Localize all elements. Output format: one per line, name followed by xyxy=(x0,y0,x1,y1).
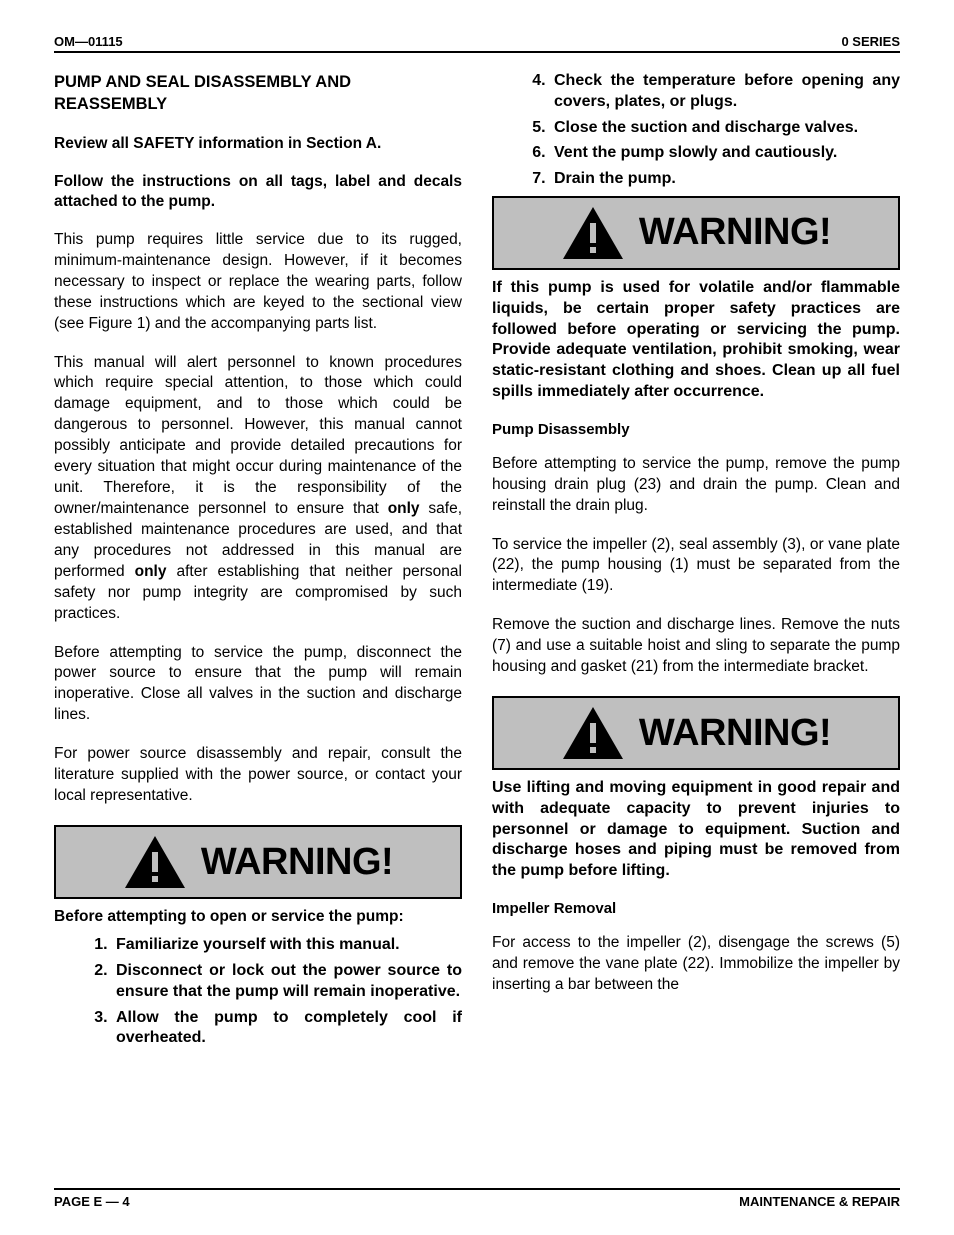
tag-instruction-note: Follow the instructions on all tags, lab… xyxy=(54,172,462,212)
warning-triangle-icon xyxy=(561,705,625,761)
paragraph: This pump requires little service due to… xyxy=(54,230,462,335)
paragraph: For access to the impeller (2), disengag… xyxy=(492,933,900,996)
list-item: Close the suction and discharge valves. xyxy=(550,118,900,139)
paragraph: Before attempting to service the pump, d… xyxy=(54,643,462,727)
warning-body: If this pump is used for volatile and/or… xyxy=(492,278,900,403)
service-steps-list: Familiarize yourself with this manual. D… xyxy=(92,935,462,1049)
warning-label: WARNING! xyxy=(639,712,831,755)
paragraph: Remove the suction and discharge lines. … xyxy=(492,615,900,678)
list-item: Familiarize yourself with this manual. xyxy=(112,935,462,956)
paragraph: This manual will alert personnel to know… xyxy=(54,353,462,625)
subheading: Impeller Removal xyxy=(492,900,900,917)
header-left: OM—01115 xyxy=(54,34,123,49)
warning-triangle-icon xyxy=(123,834,187,890)
warning-callout: WARNING! xyxy=(492,696,900,770)
warning-label: WARNING! xyxy=(201,841,393,884)
subheading: Pump Disassembly xyxy=(492,421,900,438)
list-item: Drain the pump. xyxy=(550,169,900,190)
paragraph: Before attempting to service the pump, r… xyxy=(492,454,900,517)
list-item: Check the temperature before opening any… xyxy=(550,71,900,113)
paragraph: For power source disassembly and repair,… xyxy=(54,744,462,807)
footer-left: PAGE E — 4 xyxy=(54,1194,130,1209)
warning-body: Use lifting and moving equipment in good… xyxy=(492,778,900,882)
paragraph: To service the impeller (2), seal assemb… xyxy=(492,535,900,598)
safety-review-note: Review all SAFETY information in Section… xyxy=(54,134,462,154)
warning-label: WARNING! xyxy=(639,211,831,254)
left-column: PUMP AND SEAL DISASSEMBLY AND REASSEMBLY… xyxy=(54,71,462,1163)
before-service-heading: Before attempting to open or service the… xyxy=(54,907,462,927)
warning-triangle-icon xyxy=(561,205,625,261)
warning-callout: WARNING! xyxy=(492,196,900,270)
service-steps-list-cont: Check the temperature before opening any… xyxy=(530,71,900,190)
page-header: OM—01115 0 SERIES xyxy=(54,34,900,53)
list-item: Disconnect or lock out the power source … xyxy=(112,961,462,1003)
list-item: Allow the pump to completely cool if ove… xyxy=(112,1008,462,1050)
warning-callout: WARNING! xyxy=(54,825,462,899)
right-column: Check the temperature before opening any… xyxy=(492,71,900,1163)
footer-right: MAINTENANCE & REPAIR xyxy=(739,1194,900,1209)
content-columns: PUMP AND SEAL DISASSEMBLY AND REASSEMBLY… xyxy=(54,71,900,1163)
list-item: Vent the pump slowly and cautiously. xyxy=(550,143,900,164)
header-right: 0 SERIES xyxy=(841,34,900,49)
page-footer: PAGE E — 4 MAINTENANCE & REPAIR xyxy=(54,1188,900,1209)
section-title: PUMP AND SEAL DISASSEMBLY AND REASSEMBLY xyxy=(54,71,462,116)
